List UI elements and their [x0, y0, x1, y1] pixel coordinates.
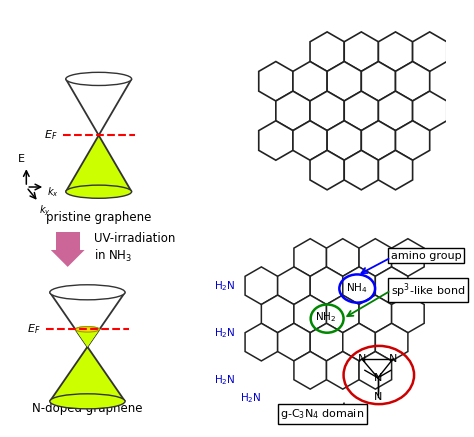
Polygon shape [66, 79, 132, 135]
Polygon shape [310, 267, 343, 305]
Polygon shape [56, 232, 80, 250]
Polygon shape [293, 62, 327, 101]
Polygon shape [412, 91, 447, 131]
Ellipse shape [75, 326, 100, 332]
Polygon shape [378, 150, 412, 190]
Text: amino group: amino group [391, 251, 462, 260]
Polygon shape [259, 121, 293, 160]
Polygon shape [294, 239, 327, 276]
Polygon shape [378, 91, 412, 131]
Polygon shape [392, 239, 424, 276]
Text: N-doped graphene: N-doped graphene [32, 402, 143, 416]
Polygon shape [344, 32, 378, 71]
Polygon shape [395, 62, 430, 101]
Polygon shape [75, 329, 100, 347]
Ellipse shape [50, 285, 125, 300]
Polygon shape [294, 351, 327, 389]
Polygon shape [412, 32, 447, 71]
Text: NH$_4$: NH$_4$ [346, 281, 368, 295]
Text: H$_2$N: H$_2$N [214, 279, 236, 293]
Ellipse shape [50, 394, 125, 409]
Text: sp$^3$-like bond: sp$^3$-like bond [391, 281, 465, 300]
Polygon shape [276, 91, 310, 131]
Text: NH$_2$: NH$_2$ [315, 310, 336, 324]
Text: $k_y$: $k_y$ [39, 204, 51, 218]
Text: H$_2$N: H$_2$N [214, 373, 236, 387]
Polygon shape [359, 239, 392, 276]
Polygon shape [327, 295, 359, 333]
Polygon shape [359, 295, 392, 333]
Polygon shape [344, 150, 378, 190]
Polygon shape [378, 32, 412, 71]
Polygon shape [310, 91, 344, 131]
Text: pristine graphene: pristine graphene [46, 211, 151, 223]
Polygon shape [344, 91, 378, 131]
Text: $E_F$: $E_F$ [27, 323, 40, 336]
Polygon shape [395, 121, 430, 160]
Text: UV-irradiation
in NH$_3$: UV-irradiation in NH$_3$ [94, 232, 175, 264]
Polygon shape [327, 62, 361, 101]
Text: N: N [374, 392, 382, 402]
Polygon shape [361, 121, 395, 160]
Polygon shape [51, 250, 84, 267]
Polygon shape [245, 323, 278, 361]
Polygon shape [392, 295, 424, 333]
Polygon shape [327, 121, 361, 160]
Text: N: N [389, 354, 397, 364]
Polygon shape [50, 292, 125, 347]
Polygon shape [278, 323, 310, 361]
Polygon shape [294, 295, 327, 333]
Polygon shape [75, 329, 100, 347]
Polygon shape [327, 239, 359, 276]
Text: E: E [18, 154, 25, 164]
Ellipse shape [66, 185, 132, 198]
Ellipse shape [75, 326, 100, 332]
Text: N: N [358, 354, 366, 364]
Polygon shape [66, 135, 132, 192]
Polygon shape [50, 347, 125, 401]
Polygon shape [375, 323, 408, 361]
Polygon shape [259, 62, 293, 101]
Polygon shape [343, 267, 375, 305]
Text: N: N [374, 373, 382, 383]
Text: H$_2$N: H$_2$N [240, 392, 261, 406]
Text: H$_2$N: H$_2$N [214, 326, 236, 340]
Polygon shape [245, 267, 278, 305]
Polygon shape [375, 267, 408, 305]
Polygon shape [361, 62, 395, 101]
Polygon shape [310, 32, 344, 71]
Polygon shape [327, 351, 359, 389]
Text: $k_x$: $k_x$ [47, 185, 59, 199]
Polygon shape [278, 267, 310, 305]
Polygon shape [310, 323, 343, 361]
Polygon shape [261, 295, 294, 333]
Text: g-C$_3$N$_4$ domain: g-C$_3$N$_4$ domain [280, 407, 365, 421]
Text: $E_F$: $E_F$ [44, 128, 57, 142]
Polygon shape [310, 150, 344, 190]
Ellipse shape [66, 73, 132, 86]
Polygon shape [343, 323, 375, 361]
Polygon shape [293, 121, 327, 160]
Polygon shape [359, 351, 392, 389]
